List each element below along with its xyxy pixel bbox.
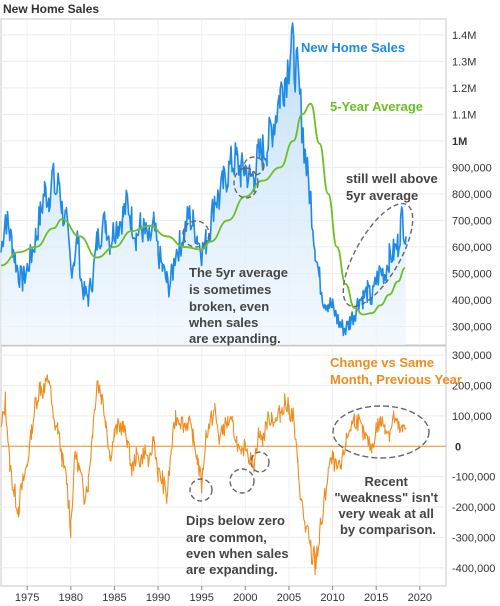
bottom-y-tick-label: -400,000 [452,563,495,575]
top-y-tick-label: 700,000 [452,215,492,227]
new-home-sales-area [1,23,406,345]
x-tick-label: 2020 [408,592,432,604]
dip-circle-1995 [189,478,213,502]
x-tick-label: 2000 [233,592,257,604]
highlight-circle-recent [342,202,414,308]
bottom-y-tick-label: 0 [455,441,461,453]
label-change-vs-previous-year: Change vs Same Month, Previous Year [330,355,462,387]
x-tick-label: 2010 [320,592,344,604]
top-y-tick-label: 500,000 [452,268,492,280]
top-y-tick-label: 900,000 [452,162,492,174]
note-recent-weakness: Recent "weakness" isn't very weak at all… [334,474,441,537]
top-y-tick-label: 600,000 [452,242,492,254]
highlight-circle-2002 [233,167,259,199]
top-y-tick-label: 1M [452,136,467,148]
x-tick-label: 2015 [364,592,388,604]
recent-range-ellipse [332,405,430,459]
x-tick-label: 1995 [189,592,213,604]
x-tick-label: 1980 [59,592,83,604]
bottom-y-tick-label: 100,000 [452,411,492,423]
bottom-y-tick-label: 300,000 [452,350,492,362]
dip-circle-2000 [229,468,255,494]
x-tick-label: 1990 [146,592,170,604]
bottom-y-tick-label: 200,000 [452,380,492,392]
top-y-tick-label: 1.4M [452,30,476,42]
label-5-year-average: 5-Year Average [330,99,423,114]
note-5yr-broken: The 5yr average is sometimes broken, eve… [188,265,292,346]
change-vs-previous-year-line [0,374,407,576]
bottom-y-tick-label: -200,000 [452,502,495,514]
x-tick-label: 1985 [102,592,126,604]
note-still-above: still well above 5yr average [346,171,441,203]
highlight-circle-1995 [182,220,210,248]
top-y-tick-label: 800,000 [452,189,492,201]
bottom-y-tick-label: -300,000 [452,532,495,544]
x-tick-label: 2005 [277,592,301,604]
label-new-home-sales: New Home Sales [301,40,405,55]
top-y-tick-label: 400,000 [452,295,492,307]
top-y-tick-label: 1.2M [452,83,476,95]
dip-circle-2002 [250,451,270,473]
chart-title: New Home Sales [3,2,99,16]
top-y-tick-label: 1.1M [452,109,476,121]
bottom-panel-frame [0,345,447,587]
highlight-circle-2004 [243,156,265,176]
top-y-tick-label: 1.3M [452,56,476,68]
five-year-average-line [0,102,406,316]
bottom-y-tick-label: -100,000 [452,472,495,484]
top-y-tick-label: 300,000 [452,321,492,333]
note-dips-below-zero: Dips below zero are common, even when sa… [186,513,292,577]
x-tick-label: 1975 [15,592,39,604]
